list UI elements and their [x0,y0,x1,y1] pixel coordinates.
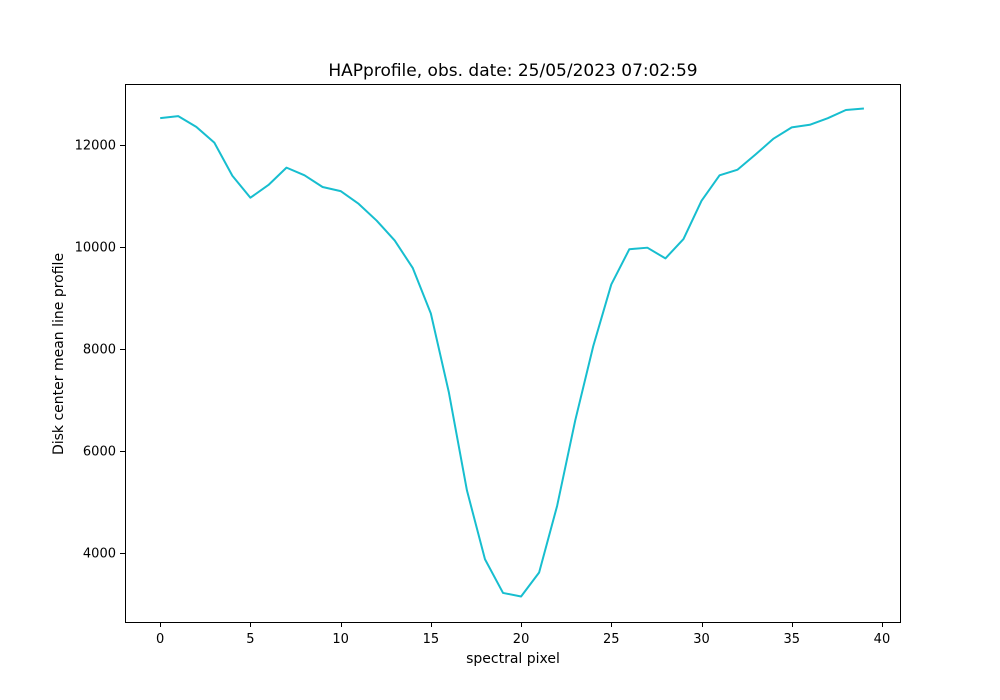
x-tick-label: 40 [874,632,891,647]
x-axis: 0 5 10 15 20 25 30 35 40 [156,622,890,647]
chart-title: HAPprofile, obs. date: 25/05/2023 07:02:… [328,61,697,81]
x-tick-label: 25 [603,632,620,647]
x-tick-label: 20 [513,632,530,647]
x-tick-label: 10 [332,632,349,647]
x-tick-label: 0 [156,632,164,647]
series-layer [160,107,864,598]
y-tick-label: 10000 [75,241,116,256]
y-tick-label: 12000 [75,139,116,154]
y-tick-label: 8000 [83,343,116,358]
y-tick-label: 4000 [83,547,116,562]
x-tick-label: 35 [783,632,800,647]
plot-frame [125,84,901,623]
y-axis-label: Disk center mean line profile [51,253,67,455]
series-line-0 [160,107,864,598]
x-axis-label: spectral pixel [466,651,560,667]
x-tick-label: 15 [423,632,440,647]
y-tick-label: 6000 [83,445,116,460]
y-axis: 4000 6000 8000 10000 12000 [75,139,125,562]
x-tick-label: 30 [693,632,710,647]
x-tick-label: 5 [246,632,254,647]
